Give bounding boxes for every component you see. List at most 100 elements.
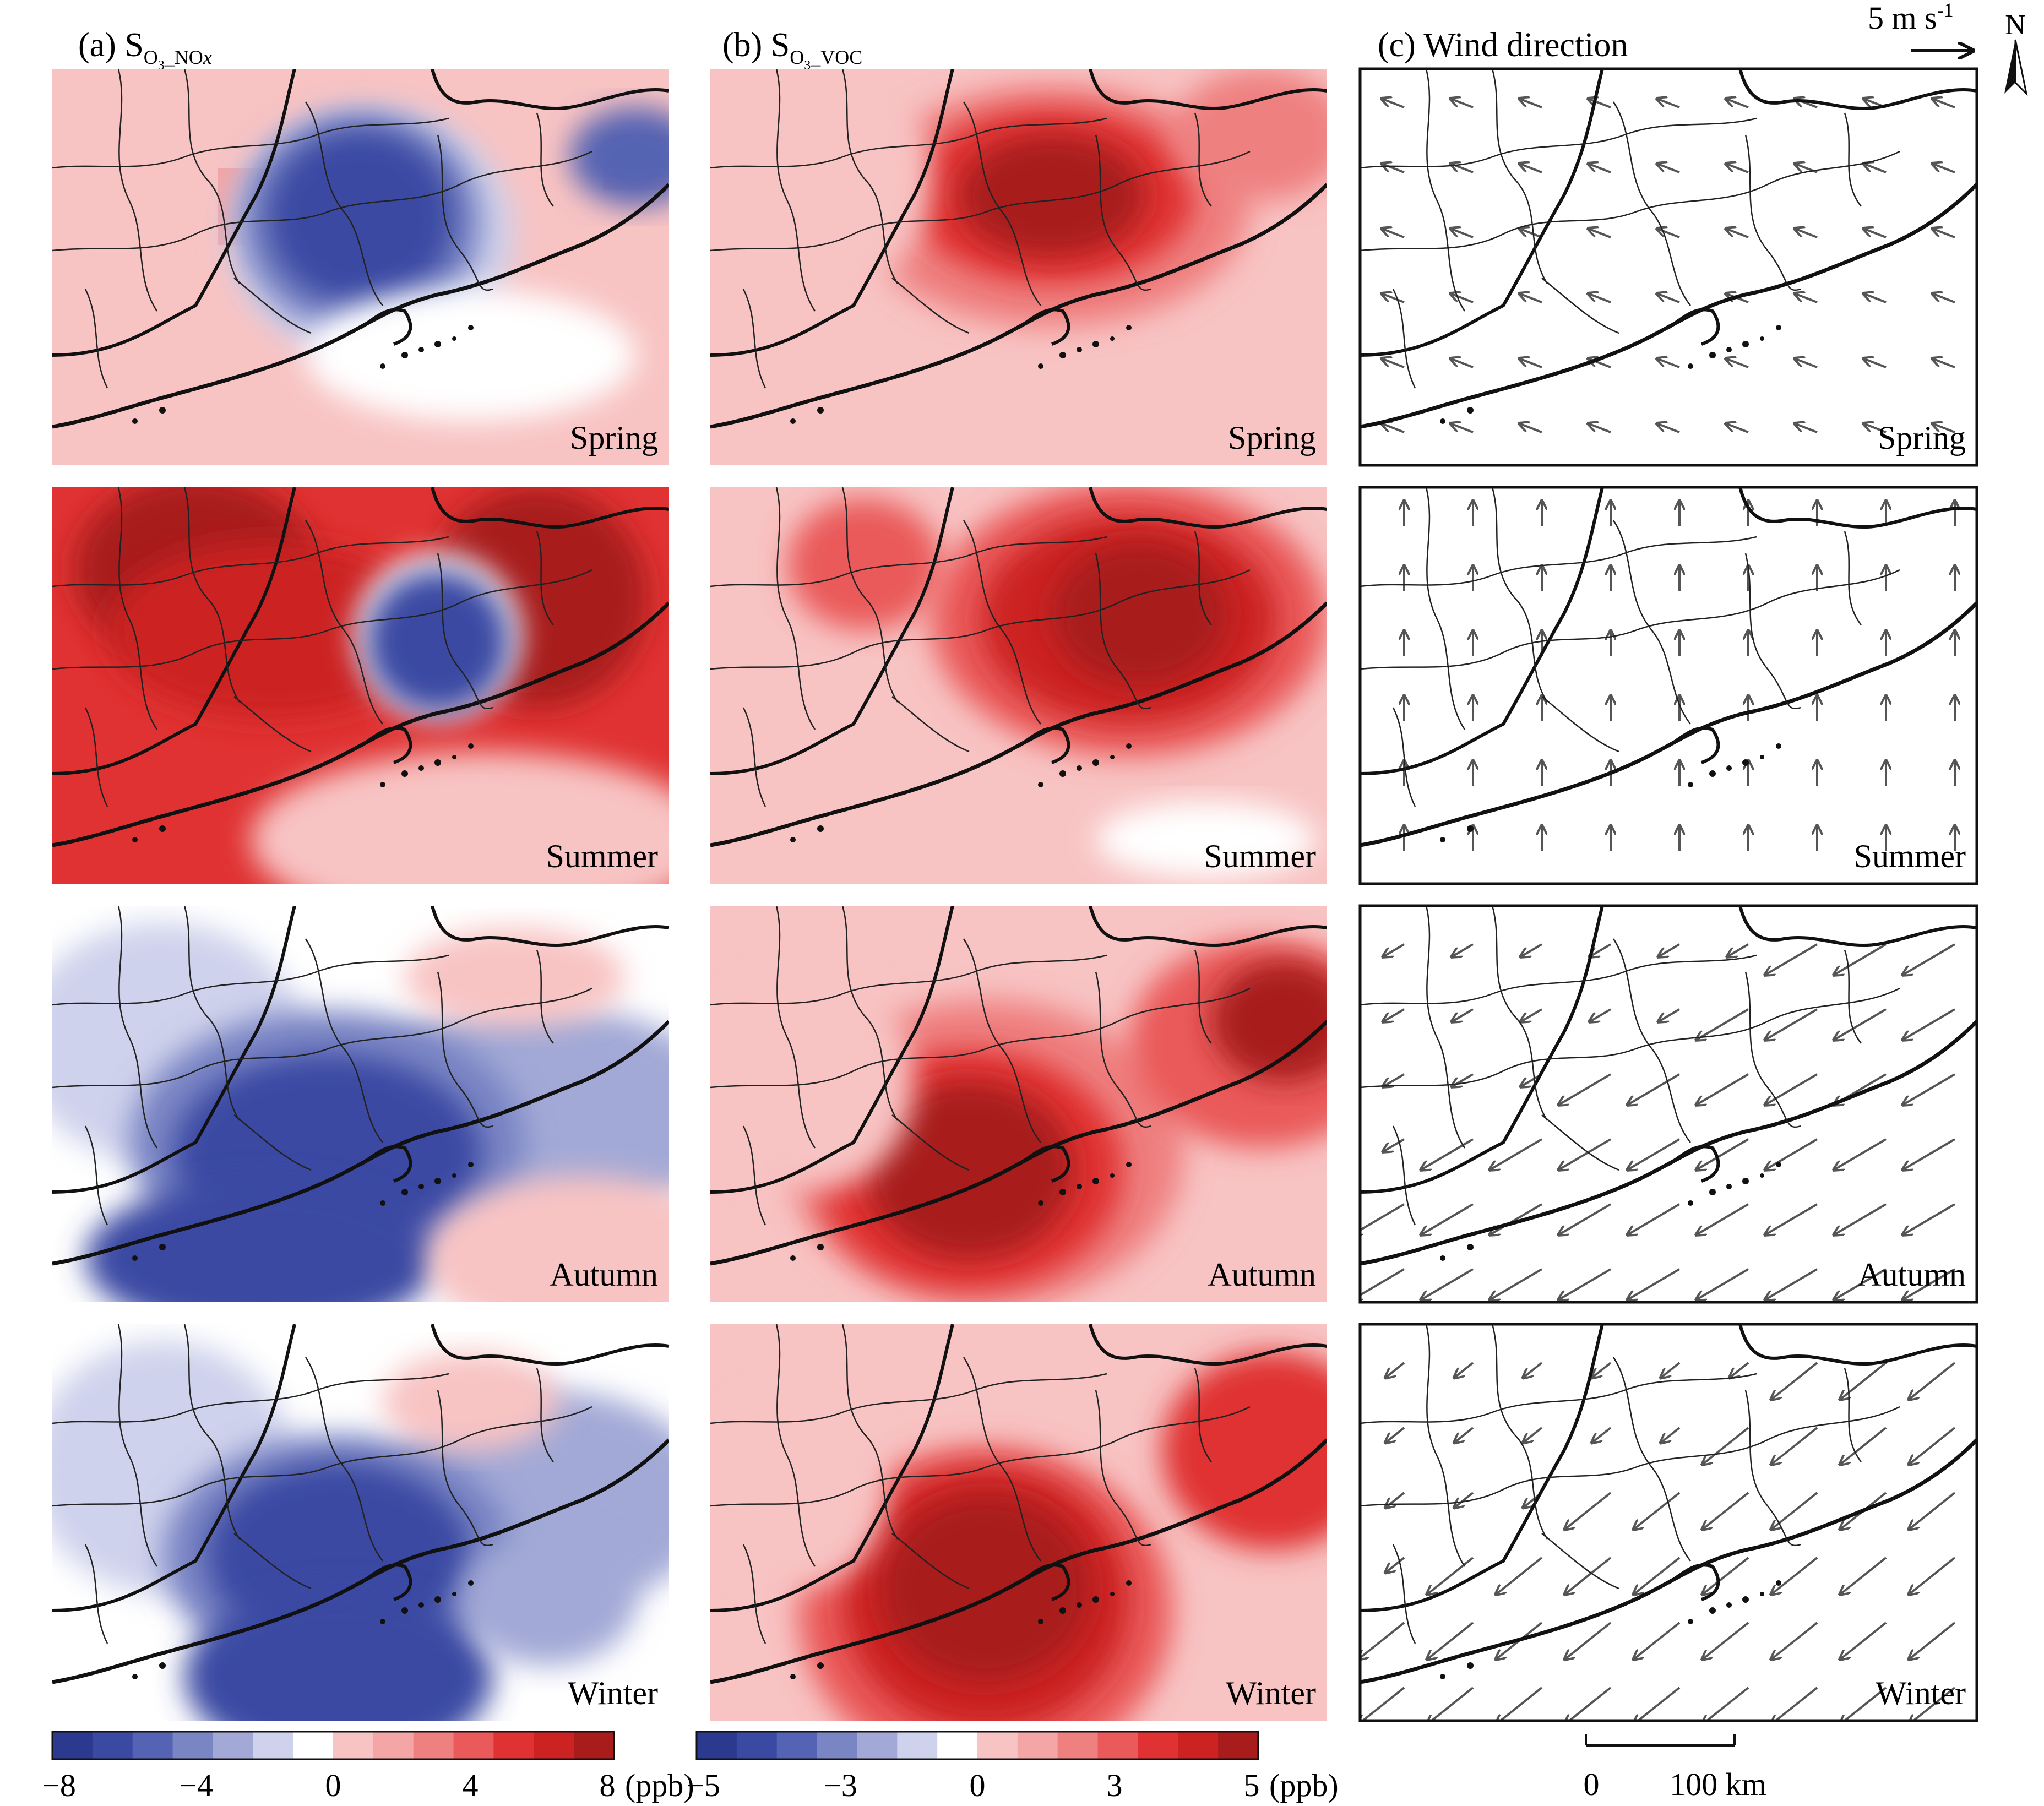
colorbar-b-tick: 0 — [970, 1767, 986, 1803]
panel-b-spring: Spring — [710, 69, 1327, 465]
colorbar-b-tick: −3 — [823, 1767, 857, 1803]
wind-arrow-icon — [1384, 943, 1405, 956]
wind-arrow-icon — [1841, 1622, 1887, 1659]
wind-arrow-icon — [1835, 1203, 1887, 1234]
wind-arrow-icon — [1657, 294, 1680, 303]
colorbar-b: −5 −3 0 3 5 (ppb) — [686, 1731, 1339, 1803]
wind-arrow-icon — [1766, 943, 1818, 975]
wind-arrow-icon — [1497, 1557, 1543, 1594]
wind-arrow-icon — [1657, 99, 1680, 108]
wind-arrow-icon — [1592, 1362, 1612, 1377]
wind-arrow-icon — [1730, 1362, 1749, 1377]
wind-arrow-icon — [1451, 229, 1474, 238]
wind-arrow-icon — [1795, 294, 1818, 303]
wind-arrow-icon — [1697, 1008, 1749, 1040]
wind-arrow-icon — [1592, 1427, 1612, 1442]
panel-c-summer: Summer — [1358, 486, 1978, 885]
season-label-b-autumn: Autumn — [1208, 1256, 1316, 1293]
wind-arrow-icon — [1659, 1008, 1681, 1021]
colorbar-a-tick: 8 — [600, 1767, 616, 1803]
wind-arrow-icon — [1657, 229, 1680, 238]
wind-arrow-icon — [1382, 359, 1405, 368]
wind-arrow-icon — [1524, 1427, 1543, 1442]
wind-arrow-icon — [1386, 1427, 1405, 1442]
wind-arrow-icon — [1455, 1427, 1474, 1442]
wind-arrow-icon — [1910, 1362, 1956, 1399]
wind-arrow-icon — [1697, 1073, 1749, 1105]
colorbar-a-tick: 4 — [463, 1767, 479, 1803]
wind-arrow-icon — [1559, 1138, 1612, 1169]
wind-arrow-icon — [1565, 1622, 1612, 1659]
wind-arrow-icon — [1766, 1073, 1818, 1105]
wind-arrow-icon — [1520, 294, 1542, 303]
panel-a-winter: Winter — [52, 1324, 669, 1721]
colorbar-b-unit: (ppb) — [1269, 1767, 1339, 1803]
wind-arrow-icon — [1520, 229, 1542, 238]
wind-arrow-icon — [1382, 229, 1405, 238]
wind-arrow-icon — [1451, 294, 1474, 303]
wind-arrow-icon — [1491, 1203, 1543, 1234]
wind-arrow-icon — [1559, 1073, 1612, 1105]
season-label-a-winter: Winter — [568, 1675, 658, 1711]
wind-arrow-icon — [1703, 1622, 1749, 1659]
wind-arrow-icon — [1422, 1203, 1474, 1234]
wind-arrow-icon — [1841, 1427, 1887, 1464]
colorbar-a-tick: −4 — [179, 1767, 213, 1803]
wind-arrow-icon — [1772, 1427, 1818, 1464]
wind-arrow-icon — [1657, 359, 1680, 368]
wind-arrow-icon — [1864, 294, 1887, 303]
wind-arrow-icon — [1520, 359, 1542, 368]
wind-arrow-icon — [1697, 1268, 1749, 1299]
wind-arrow-icon — [1422, 1268, 1474, 1299]
col-b-title: (b) SO3_VOC — [722, 26, 862, 73]
wind-arrow-icon — [1703, 1492, 1749, 1529]
wind-arrow-icon — [1384, 1073, 1405, 1086]
wind-arrow-icon — [1910, 1492, 1956, 1529]
col-a-title: (a) SO3_NOx — [78, 26, 212, 73]
wind-arrow-icon — [1904, 1138, 1956, 1169]
wind-arrow-icon — [1359, 1687, 1405, 1721]
wind-arrow-icon — [1697, 1138, 1749, 1169]
wind-arrow-icon — [1628, 1268, 1681, 1299]
wind-arrow-icon — [1726, 99, 1749, 108]
wind-arrow-icon — [1910, 1622, 1956, 1659]
colorbar-a-tick: −8 — [42, 1767, 76, 1803]
panel-c-spring: Spring — [1358, 67, 1978, 467]
panel-c-winter: Winter — [1358, 1323, 1978, 1722]
wind-arrow-icon — [1657, 424, 1680, 433]
wind-arrow-icon — [1904, 943, 1956, 975]
scale-bar: 0 100 km — [1584, 1734, 1766, 1802]
wind-arrow-icon — [1382, 424, 1405, 433]
wind-arrow-icon — [1795, 424, 1818, 433]
colorbar-b-tick: 5 — [1244, 1767, 1260, 1803]
wind-arrow-icon — [1835, 943, 1887, 975]
wind-arrow-icon — [1497, 1687, 1543, 1721]
wind-arrow-icon — [1451, 359, 1474, 368]
wind-arrow-icon — [1428, 1687, 1474, 1721]
season-label-a-autumn: Autumn — [550, 1256, 658, 1293]
wind-arrow-icon — [1521, 943, 1543, 956]
wind-arrow-icon — [1559, 1268, 1612, 1299]
wind-arrow-icon — [1520, 99, 1542, 108]
colorbar-a-unit: (ppb) — [625, 1767, 694, 1803]
wind-arrow-icon — [1766, 1203, 1818, 1234]
wind-arrow-icon — [1657, 164, 1680, 173]
wind-arrow-icon — [1453, 1008, 1474, 1021]
wind-arrow-icon — [1835, 1138, 1887, 1169]
north-label: N — [2005, 9, 2026, 41]
season-label-b-winter: Winter — [1226, 1675, 1316, 1711]
wind-arrow-icon — [1904, 1008, 1956, 1040]
panel-b-summer: Summer — [710, 487, 1327, 884]
wind-arrow-icon — [1521, 1008, 1543, 1021]
wind-arrow-icon — [1628, 1203, 1681, 1234]
wind-arrow-icon — [1795, 359, 1818, 368]
wind-arrow-icon — [1841, 1687, 1887, 1721]
wind-arrow-icon — [1703, 1687, 1749, 1721]
wind-arrow-icon — [1524, 1362, 1543, 1377]
wind-arrow-icon — [1422, 1138, 1474, 1169]
wind-arrow-icon — [1384, 1008, 1405, 1021]
panel-c-autumn: Autumn — [1358, 904, 1978, 1304]
wind-arrow-icon — [1772, 1362, 1818, 1399]
wind-arrow-icon — [1451, 424, 1474, 433]
wind-arrow-icon — [1766, 1138, 1818, 1169]
